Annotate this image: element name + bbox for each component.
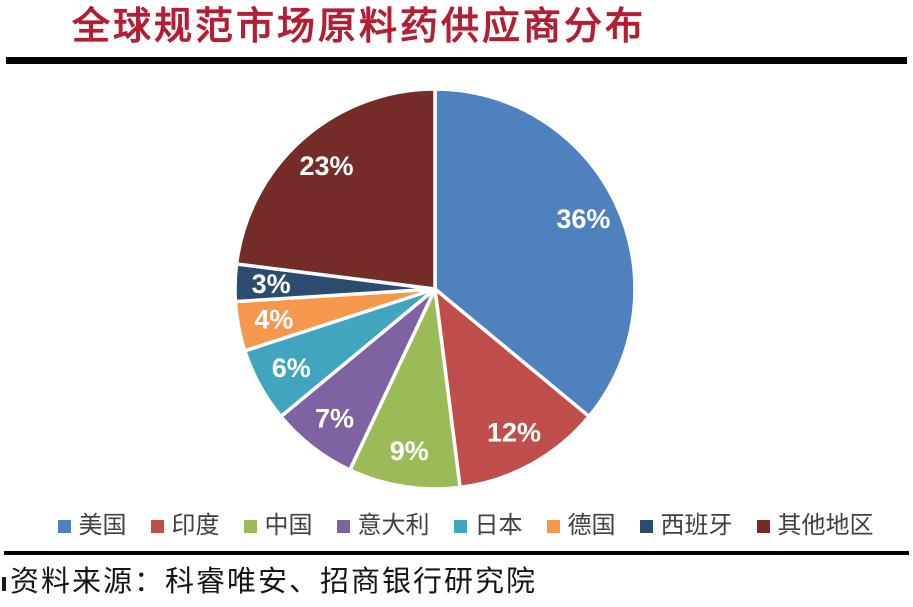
legend-swatch-西班牙 xyxy=(639,519,653,533)
pie-slice-其他地区 xyxy=(234,87,437,291)
legend: 美国 印度 中国 意大利 日本 德国 西班牙 其他地区 xyxy=(18,511,913,541)
slice-label-其他地区: 23% xyxy=(299,151,353,181)
legend-item-美国: 美国 xyxy=(57,512,127,539)
legend-label-印度: 印度 xyxy=(171,512,220,539)
legend-swatch-印度 xyxy=(150,519,164,533)
scan-artifact-tick xyxy=(2,577,6,591)
pie-chart: 36% 12% 9% 7%6% 4% 3% 23% xyxy=(233,87,637,491)
legend-swatch-德国 xyxy=(546,519,560,533)
title-underline-rule xyxy=(6,57,907,64)
legend-label-德国: 德国 xyxy=(567,512,616,539)
legend-label-日本: 日本 xyxy=(474,512,523,539)
legend-swatch-其他地区 xyxy=(756,519,770,533)
legend-swatch-意大利 xyxy=(336,519,350,533)
legend-item-其他地区: 其他地区 xyxy=(756,512,874,539)
legend-item-中国: 中国 xyxy=(243,512,313,539)
pie-slice-中国 xyxy=(348,287,462,491)
footer-rule xyxy=(4,551,909,555)
legend-label-美国: 美国 xyxy=(78,512,127,539)
slice-label-意大利: 7% xyxy=(315,404,354,434)
legend-label-西班牙: 西班牙 xyxy=(660,512,733,539)
legend-item-西班牙: 西班牙 xyxy=(639,512,733,539)
slice-label-美国: 36% xyxy=(556,204,610,234)
legend-swatch-美国 xyxy=(57,519,71,533)
slice-label-印度: 12% xyxy=(487,418,541,448)
chart-title: 全球规范市场原料药供应商分布 xyxy=(72,6,647,48)
legend-item-德国: 德国 xyxy=(546,512,616,539)
slice-label-德国: 4% xyxy=(254,305,293,335)
slice-label-中国: 9% xyxy=(390,436,429,466)
legend-item-日本: 日本 xyxy=(453,512,523,539)
legend-label-中国: 中国 xyxy=(264,512,313,539)
legend-swatch-日本 xyxy=(453,519,467,533)
source-note: 资料来源：科睿唯安、招商银行研究院 xyxy=(10,566,538,598)
slice-label-日本: 6% xyxy=(272,353,311,383)
legend-item-印度: 印度 xyxy=(150,512,220,539)
legend-label-意大利: 意大利 xyxy=(357,512,430,539)
pie-slice-印度 xyxy=(433,287,591,490)
legend-item-意大利: 意大利 xyxy=(336,512,430,539)
legend-label-其他地区: 其他地区 xyxy=(777,512,874,539)
pie-slice-美国 xyxy=(433,87,637,419)
legend-swatch-中国 xyxy=(243,519,257,533)
slice-label-西班牙: 3% xyxy=(252,269,291,299)
